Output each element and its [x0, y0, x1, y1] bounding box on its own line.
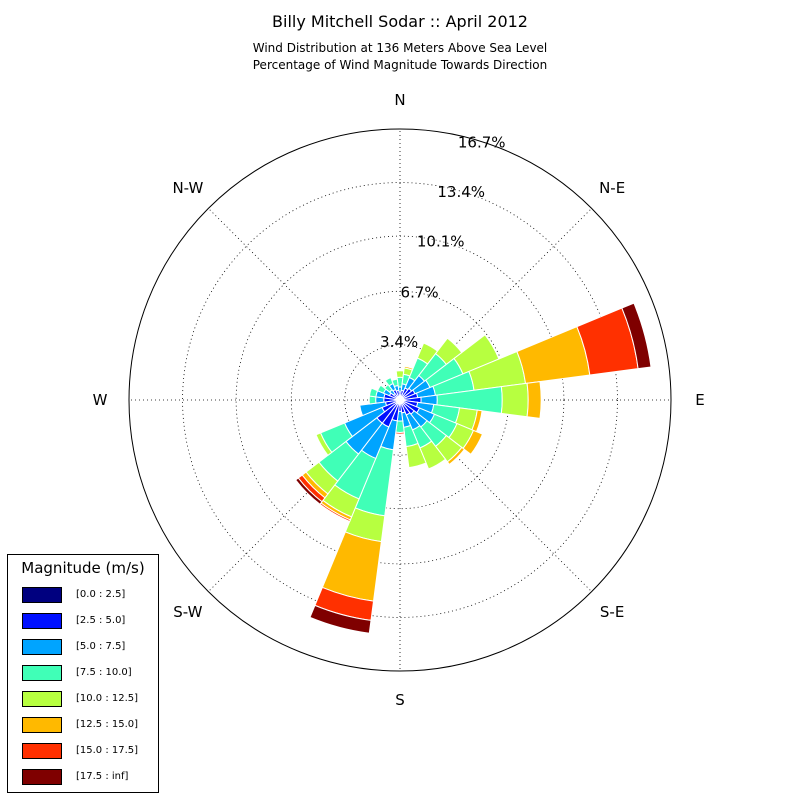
- legend-label: [5.0 : 7.5]: [76, 641, 125, 652]
- legend-label: [7.5 : 10.0]: [76, 667, 132, 678]
- legend-label: [2.5 : 5.0]: [76, 615, 125, 626]
- wedge-dir285-bin3: [369, 388, 377, 397]
- legend-label: [15.0 : 17.5]: [76, 745, 138, 756]
- direction-label: E: [695, 391, 704, 409]
- direction-label: N: [394, 91, 405, 109]
- angular-grid-line: [208, 208, 400, 400]
- direction-label: S-W: [173, 603, 202, 621]
- direction-label: S: [395, 691, 405, 709]
- direction-label: N-E: [599, 179, 625, 197]
- wedge-dir90-bin4: [501, 383, 528, 416]
- radial-tick-label: 3.4%: [380, 333, 418, 351]
- wedge-dir75-bin5: [517, 327, 590, 384]
- wedge-dir180-bin6: [396, 432, 405, 434]
- legend-swatch: [22, 587, 62, 603]
- legend-swatch: [22, 691, 62, 707]
- legend-label: [17.5 : inf]: [76, 771, 128, 782]
- radial-tick-label: 16.7%: [458, 134, 506, 152]
- legend-swatch: [22, 717, 62, 733]
- legend-swatch: [22, 769, 62, 785]
- legend-swatch: [22, 665, 62, 681]
- legend-label: [10.0 : 12.5]: [76, 693, 138, 704]
- legend-label: [12.5 : 15.0]: [76, 719, 138, 730]
- wedge-dir90-bin5: [527, 382, 541, 419]
- radial-tick-label: 6.7%: [401, 284, 439, 302]
- direction-label: W: [93, 391, 108, 409]
- legend-swatch: [22, 743, 62, 759]
- radial-tick-label: 13.4%: [437, 183, 485, 201]
- legend-label: [0.0 : 2.5]: [76, 589, 125, 600]
- legend-title: Magnitude (m/s): [8, 559, 158, 577]
- legend-swatch: [22, 639, 62, 655]
- legend: Magnitude (m/s) [0.0 : 2.5] [2.5 : 5.0] [5…: [7, 554, 159, 793]
- radial-tick-label: 10.1%: [417, 233, 465, 251]
- direction-label: S-E: [600, 603, 624, 621]
- legend-swatch: [22, 613, 62, 629]
- direction-label: N-W: [172, 179, 203, 197]
